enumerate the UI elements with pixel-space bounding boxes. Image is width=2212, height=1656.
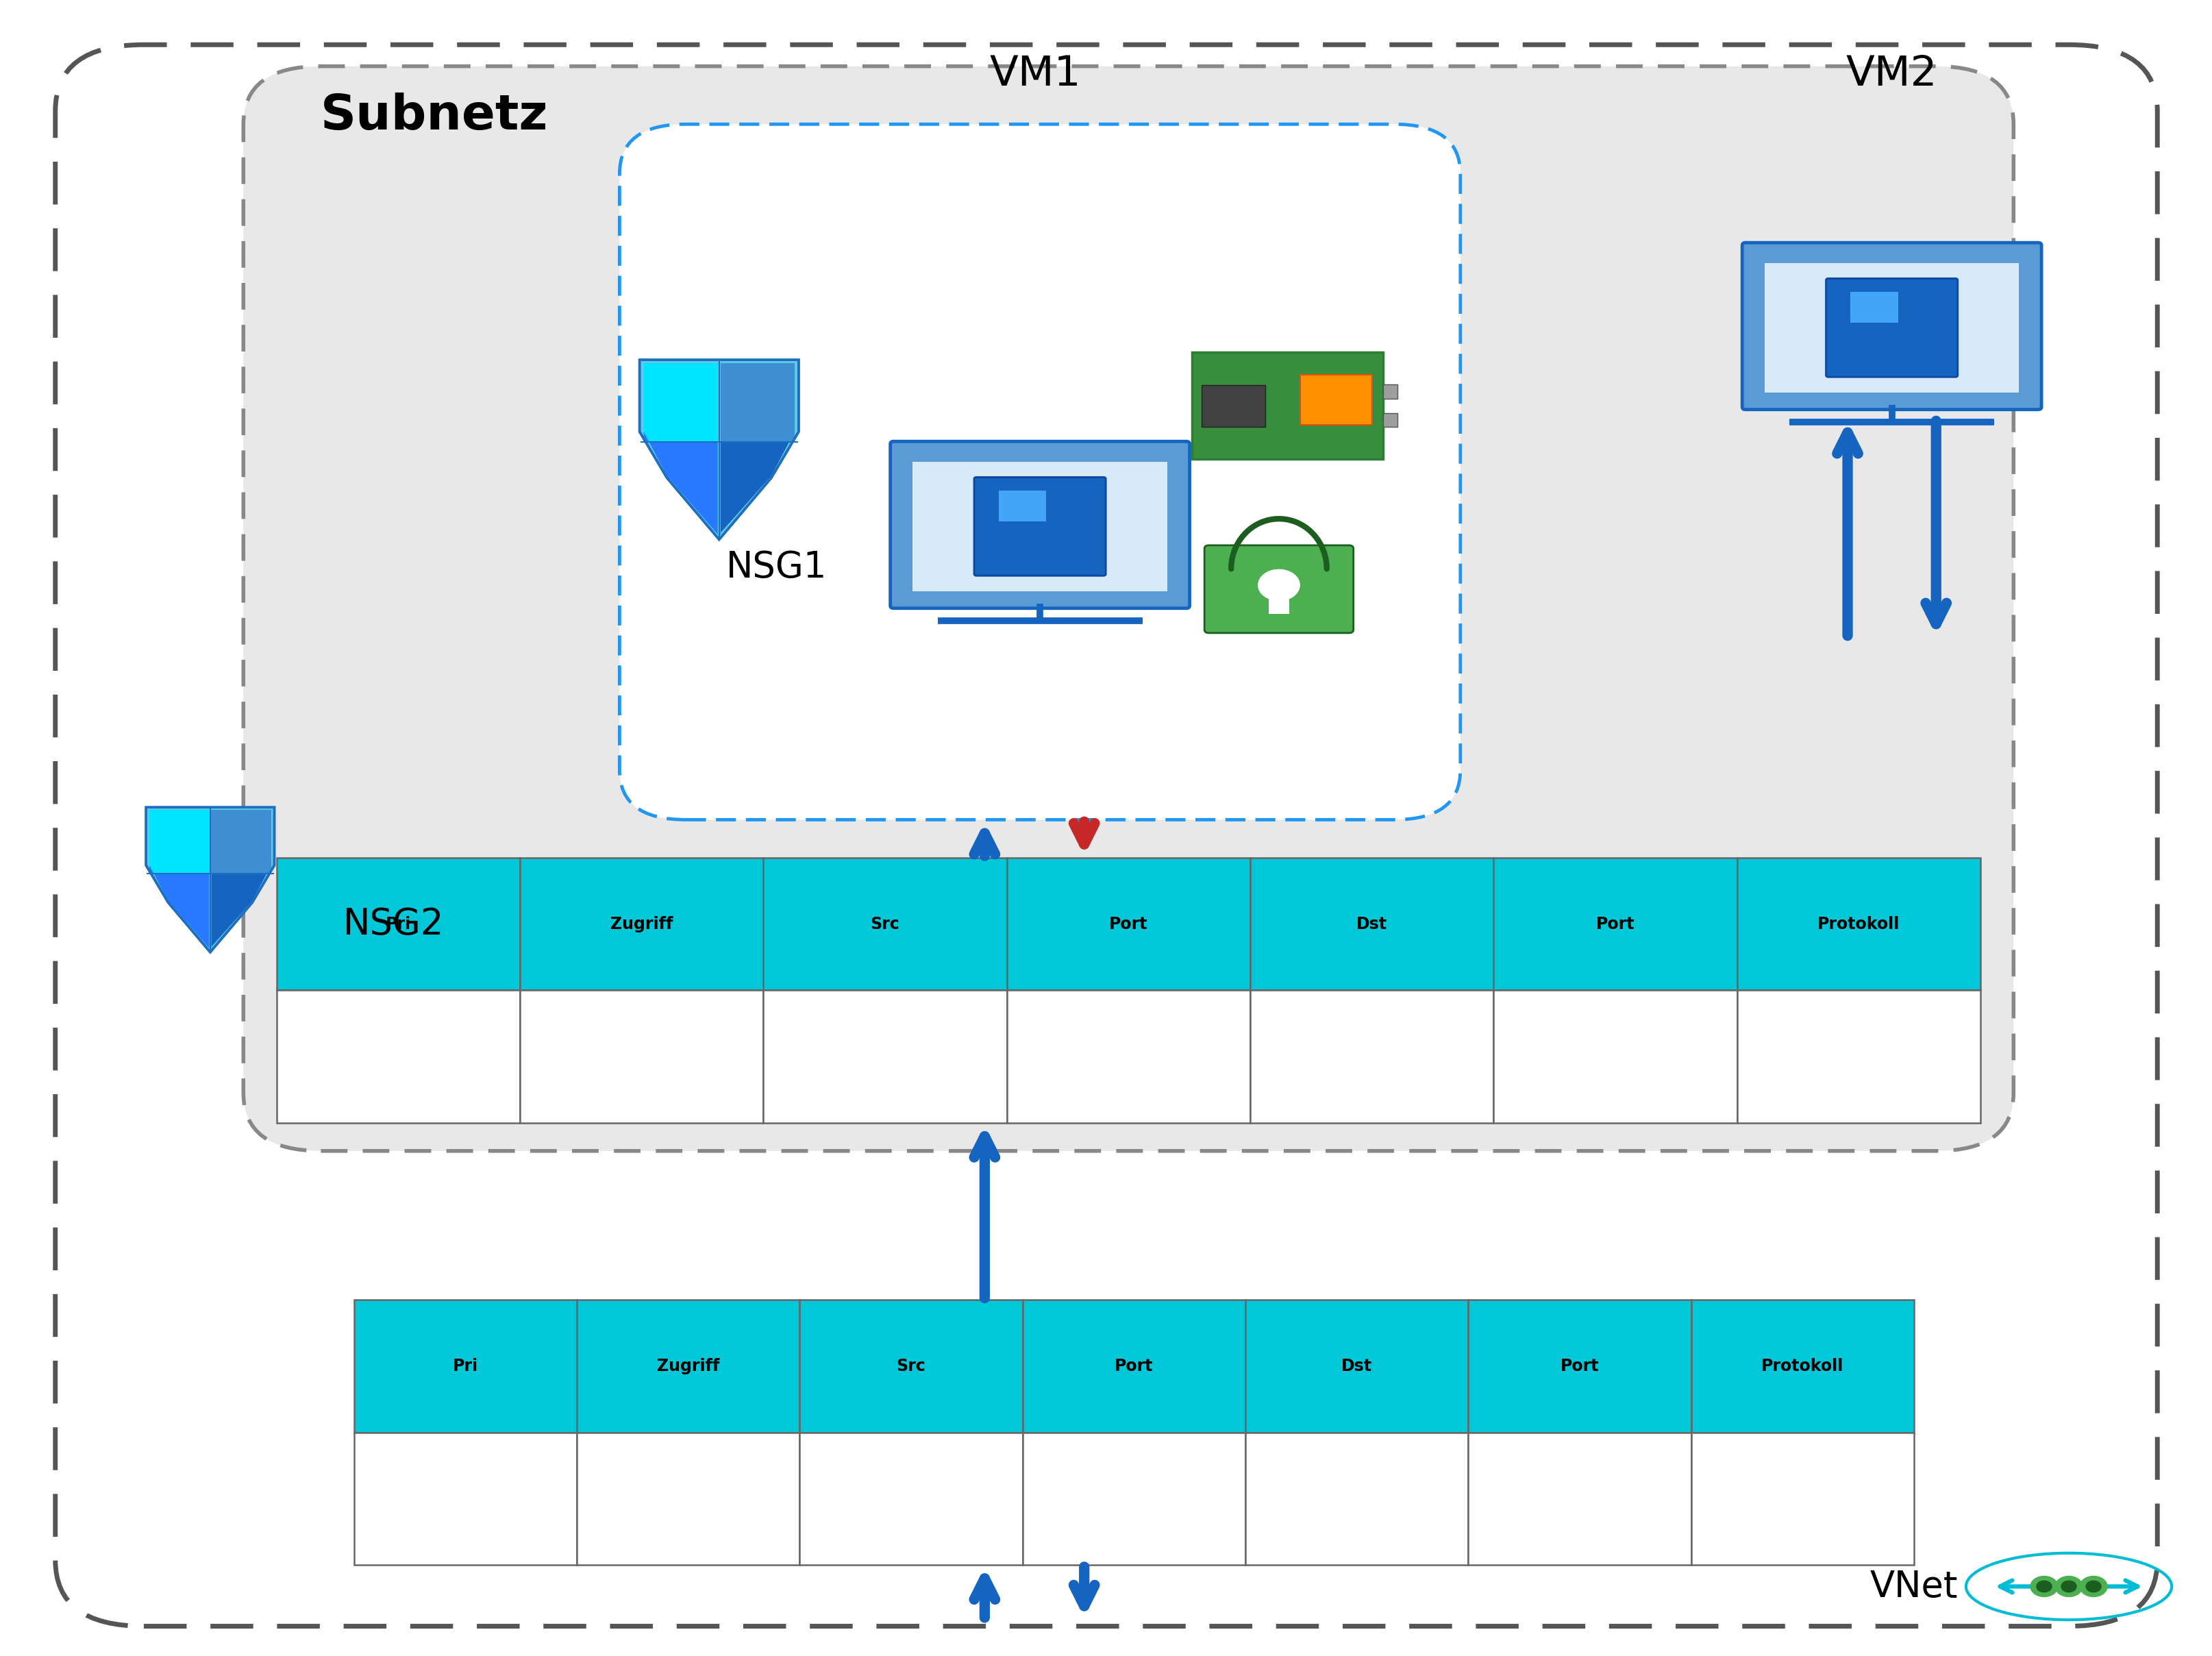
FancyBboxPatch shape: [1006, 990, 1250, 1123]
Text: Protokoll: Protokoll: [1761, 1358, 1843, 1374]
Circle shape: [2079, 1577, 2106, 1596]
FancyBboxPatch shape: [799, 1432, 1022, 1565]
Text: Port: Port: [1595, 916, 1635, 932]
FancyBboxPatch shape: [1267, 588, 1290, 614]
PathPatch shape: [644, 363, 717, 442]
PathPatch shape: [721, 363, 794, 442]
FancyBboxPatch shape: [1245, 1432, 1469, 1565]
Circle shape: [2086, 1581, 2101, 1591]
FancyBboxPatch shape: [1245, 1300, 1469, 1432]
FancyBboxPatch shape: [1849, 291, 1898, 323]
Circle shape: [2062, 1581, 2075, 1591]
FancyBboxPatch shape: [1006, 858, 1250, 990]
Text: Dst: Dst: [1340, 1358, 1371, 1374]
FancyBboxPatch shape: [1763, 263, 2020, 392]
Circle shape: [2031, 1577, 2057, 1596]
Text: Port: Port: [1115, 1358, 1152, 1374]
Text: VNet: VNet: [1869, 1568, 1958, 1605]
FancyBboxPatch shape: [1301, 374, 1371, 426]
Circle shape: [2035, 1581, 2051, 1591]
Text: Pri: Pri: [385, 916, 411, 932]
FancyBboxPatch shape: [577, 1432, 799, 1565]
FancyBboxPatch shape: [799, 1300, 1022, 1432]
FancyBboxPatch shape: [1022, 1432, 1245, 1565]
FancyBboxPatch shape: [1382, 412, 1398, 427]
FancyBboxPatch shape: [1250, 858, 1493, 990]
FancyBboxPatch shape: [243, 66, 2013, 1151]
Text: VM2: VM2: [1845, 55, 1938, 94]
FancyBboxPatch shape: [998, 490, 1046, 522]
PathPatch shape: [150, 864, 210, 947]
FancyBboxPatch shape: [55, 45, 2157, 1626]
Text: Src: Src: [896, 1358, 925, 1374]
Text: Src: Src: [869, 916, 900, 932]
Circle shape: [1259, 570, 1298, 601]
PathPatch shape: [719, 432, 794, 535]
Text: Subnetz: Subnetz: [321, 93, 549, 139]
FancyBboxPatch shape: [1825, 278, 1958, 378]
Text: NSG1: NSG1: [726, 550, 827, 586]
FancyBboxPatch shape: [276, 990, 520, 1123]
Text: VM1: VM1: [989, 55, 1082, 94]
FancyBboxPatch shape: [520, 858, 763, 990]
FancyBboxPatch shape: [520, 990, 763, 1123]
FancyBboxPatch shape: [889, 442, 1190, 608]
FancyBboxPatch shape: [1736, 858, 1980, 990]
FancyBboxPatch shape: [1690, 1300, 1913, 1432]
FancyBboxPatch shape: [354, 1432, 577, 1565]
FancyBboxPatch shape: [763, 858, 1006, 990]
PathPatch shape: [210, 864, 272, 947]
Text: Port: Port: [1108, 916, 1148, 932]
Circle shape: [2055, 1577, 2081, 1596]
PathPatch shape: [146, 808, 274, 952]
PathPatch shape: [150, 810, 210, 873]
Text: Dst: Dst: [1356, 916, 1387, 932]
PathPatch shape: [212, 810, 272, 873]
PathPatch shape: [639, 359, 799, 540]
FancyBboxPatch shape: [577, 1300, 799, 1432]
FancyBboxPatch shape: [276, 858, 520, 990]
FancyBboxPatch shape: [1250, 990, 1493, 1123]
Text: Zugriff: Zugriff: [611, 916, 672, 932]
FancyBboxPatch shape: [1203, 545, 1354, 633]
FancyBboxPatch shape: [911, 462, 1168, 591]
Text: Pri: Pri: [453, 1358, 478, 1374]
FancyBboxPatch shape: [1493, 858, 1736, 990]
FancyBboxPatch shape: [1022, 1300, 1245, 1432]
FancyBboxPatch shape: [1192, 353, 1382, 459]
FancyBboxPatch shape: [763, 990, 1006, 1123]
FancyBboxPatch shape: [1469, 1432, 1690, 1565]
FancyBboxPatch shape: [619, 124, 1460, 820]
FancyBboxPatch shape: [1736, 990, 1980, 1123]
FancyBboxPatch shape: [973, 477, 1106, 576]
FancyBboxPatch shape: [354, 1300, 577, 1432]
Text: Protokoll: Protokoll: [1816, 916, 1900, 932]
FancyBboxPatch shape: [1741, 243, 2042, 409]
FancyBboxPatch shape: [1469, 1300, 1690, 1432]
FancyBboxPatch shape: [1201, 384, 1265, 427]
Text: Port: Port: [1559, 1358, 1599, 1374]
FancyBboxPatch shape: [1690, 1432, 1913, 1565]
Text: NSG2: NSG2: [343, 906, 445, 942]
FancyBboxPatch shape: [1382, 384, 1398, 399]
Text: Zugriff: Zugriff: [657, 1358, 719, 1374]
PathPatch shape: [644, 432, 717, 535]
FancyBboxPatch shape: [1493, 990, 1736, 1123]
